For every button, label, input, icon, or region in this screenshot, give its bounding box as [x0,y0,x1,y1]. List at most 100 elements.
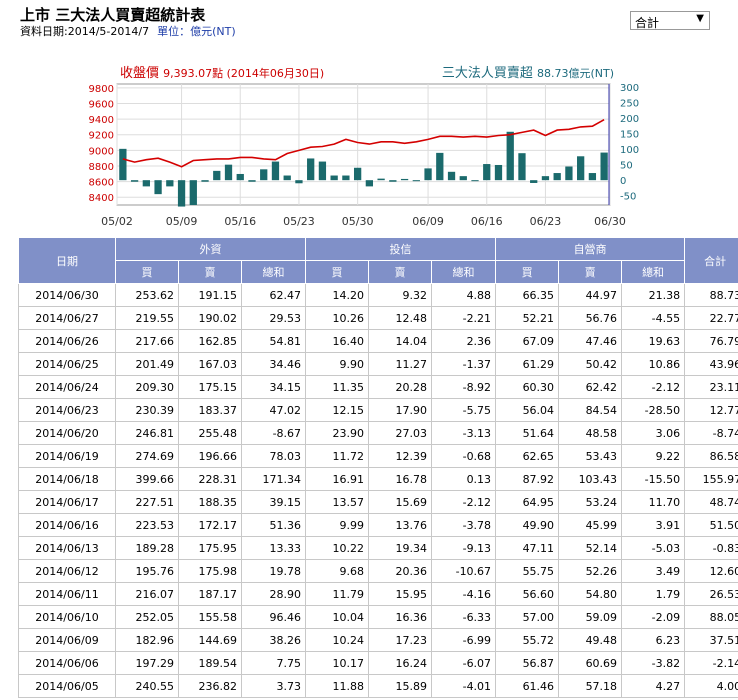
col-total: 合計 [684,237,738,284]
row-value: 175.95 [178,536,242,560]
row-value: 51.36 [240,513,307,537]
row-value: 183.37 [178,398,242,422]
net-bar [400,178,409,181]
row-value: 188.35 [178,490,242,514]
row-value: 27.03 [368,421,433,445]
table-row: 2014/06/10 252.05 155.58 96.46 10.04 16.36 -6.… [18,605,738,629]
row-value: 87.92 [495,467,560,491]
row-value: 56.04 [495,398,560,422]
row-value: 49.48 [558,628,623,652]
row-value: 11.35 [305,375,370,399]
y-right-tick: 100 [620,145,639,156]
row-value: 53.43 [558,444,623,468]
data-info: 資料日期:2014/5-2014/7 單位：億元(NT) [20,23,236,39]
row-value: 274.69 [115,444,179,468]
col-dealer: 自營商 [495,237,686,261]
net-bar [130,180,139,182]
row-value: 17.23 [368,628,433,652]
price-legend-value: 9,393.07點 (2014年06月30日) [163,67,325,80]
row-value: 10.24 [305,628,370,652]
net-bar [271,161,280,181]
row-value: 175.98 [178,559,242,583]
row-value: 56.76 [558,306,623,330]
price-line [122,119,605,168]
row-value: -15.50 [621,467,686,491]
row-value: 16.78 [368,467,433,491]
row-value: 16.24 [368,651,433,675]
row-value: 190.02 [178,306,242,330]
net-bar [283,175,291,181]
row-value: 11.88 [305,674,370,698]
category-select[interactable]: 合計 ▼ [630,11,710,30]
row-value: -6.99 [431,628,497,652]
sub-header: 總和 [431,260,497,284]
row-value: 230.39 [115,398,179,422]
row-value: 9.68 [305,559,370,583]
y-right-tick: 50 [620,161,633,172]
row-value: 23.11 [684,375,738,399]
row-value: 15.69 [368,490,433,514]
y-left-tick: 9400 [89,115,114,126]
net-bar [483,164,491,181]
table-row: 2014/06/05 240.55 236.82 3.73 11.88 15.89 -4.0… [18,674,738,698]
row-value: 196.66 [178,444,242,468]
net-bar [142,180,150,187]
row-value: -4.55 [621,306,686,330]
row-date: 2014/06/30 [18,283,116,307]
row-value: 52.14 [558,536,623,560]
net-bar [577,156,585,181]
row-value: -6.33 [431,605,497,629]
row-value: 62.65 [495,444,560,468]
row-value: 201.49 [115,352,179,376]
row-value: 29.53 [240,306,307,330]
row-value: 227.51 [115,490,179,514]
net-bar [565,166,573,181]
combo-chart: 8400 8600 8800 9000 9200 9400 9600 9800 -50 0 50 10… [89,83,640,228]
row-date: 2014/06/11 [18,582,116,606]
page-title: 上市 三大法人買賣超統計表 [20,6,206,24]
chevron-down-icon[interactable]: ▼ [696,13,704,24]
row-value: -4.16 [431,582,497,606]
row-value: -2.12 [621,375,686,399]
row-value: 167.03 [178,352,242,376]
net-bar [260,169,268,181]
row-value: 7.75 [240,651,307,675]
y-left-tick: 9000 [89,146,114,157]
row-value: 19.34 [368,536,433,560]
net-bar [494,164,503,181]
row-value: -3.82 [621,651,686,675]
row-value: 39.15 [240,490,307,514]
row-date: 2014/06/23 [18,398,116,422]
row-value: 12.48 [368,306,433,330]
row-value: 246.81 [115,421,179,445]
row-value: 54.81 [240,329,307,353]
net-bar [330,175,338,181]
row-value: 59.09 [558,605,623,629]
row-value: 47.11 [495,536,560,560]
row-value: 155.58 [178,605,242,629]
row-value: 10.22 [305,536,370,560]
row-value: 187.17 [178,582,242,606]
col-date: 日期 [18,237,116,284]
table-row: 2014/06/17 227.51 188.35 39.15 13.57 15.69 -2.… [18,490,738,514]
row-value: -2.21 [431,306,497,330]
row-value: 37.51 [684,628,738,652]
row-value: 10.17 [305,651,370,675]
row-value: 17.90 [368,398,433,422]
row-value: -0.83 [684,536,738,560]
row-value: 219.55 [115,306,179,330]
row-value: 3.49 [621,559,686,583]
col-foreign: 外資 [114,237,307,261]
net-bar [530,180,538,183]
net-bar [506,131,514,181]
row-value: 175.15 [178,375,242,399]
net-bar [295,180,303,184]
row-value: 252.05 [115,605,179,629]
row-value: 15.89 [368,674,433,698]
row-value: 171.34 [240,467,307,491]
row-value: 2.36 [431,329,497,353]
y-left-tick: 9800 [89,84,114,95]
row-value: 67.09 [495,329,560,353]
y-left-tick: 8400 [89,193,114,204]
row-value: 182.96 [115,628,179,652]
